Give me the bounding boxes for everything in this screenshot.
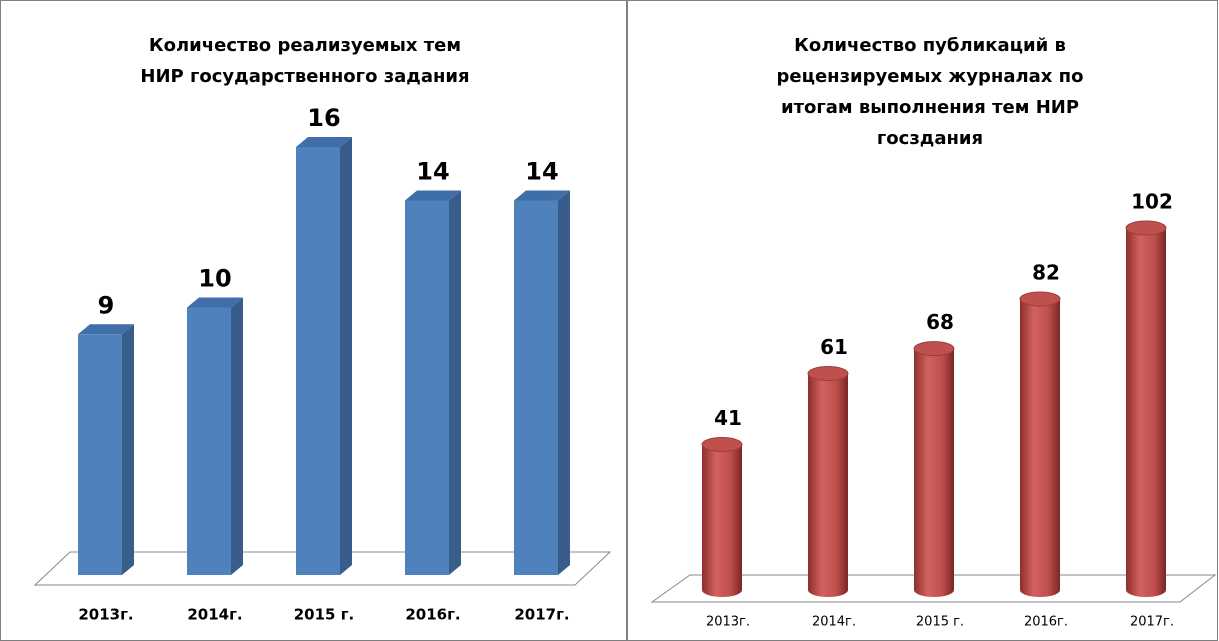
x-tick-label: 2015 г. [916,615,964,630]
bar-side [231,297,243,575]
data-label: 9 [98,291,115,319]
cylinder [914,348,954,597]
x-tick-label: 2014г. [812,615,856,630]
bar [187,307,231,575]
cylinder [808,373,848,597]
data-label: 102 [1131,190,1173,214]
bar-side [558,190,570,575]
x-tick-label: 2013г. [706,615,750,630]
x-tick-label: 2016г. [405,606,460,624]
bar [296,147,340,575]
data-label: 10 [198,265,231,293]
x-tick-label: 2013г. [78,606,133,624]
data-label: 41 [714,406,742,430]
bar-top [187,297,243,308]
chart-title: Количество публикаций в рецензируемых жу… [776,35,1084,149]
bar [514,200,558,575]
cylinder-top [1125,220,1167,236]
bar-top [296,137,352,147]
data-label: 68 [926,310,954,334]
bar [78,334,122,575]
cylinder-top [913,341,955,357]
chart-title: Количество реализуемых тем НИР государст… [140,35,470,87]
data-label: 14 [416,158,449,186]
x-tick-label: 2017г. [514,606,569,624]
bar-top [514,190,570,201]
bar-side [122,324,134,575]
data-label: 82 [1032,260,1060,284]
bar [405,200,449,575]
data-label: 14 [525,158,558,186]
data-label: 61 [820,335,848,359]
cylinder [702,444,742,597]
bar-side [449,190,461,575]
bar-top [78,324,134,335]
x-tick-label: 2017г. [1130,615,1174,630]
x-tick-label: 2014г. [187,606,242,624]
bar-top [405,190,461,201]
x-tick-label: 2015 г. [294,606,355,624]
cylinder-top [701,436,743,452]
bar-side [340,137,352,575]
cylinder-top [807,366,849,382]
cylinder-top [1019,291,1061,307]
cylinder [1020,298,1060,597]
data-label: 16 [307,104,340,132]
x-tick-label: 2016г. [1024,615,1068,630]
cylinder [1126,228,1166,597]
